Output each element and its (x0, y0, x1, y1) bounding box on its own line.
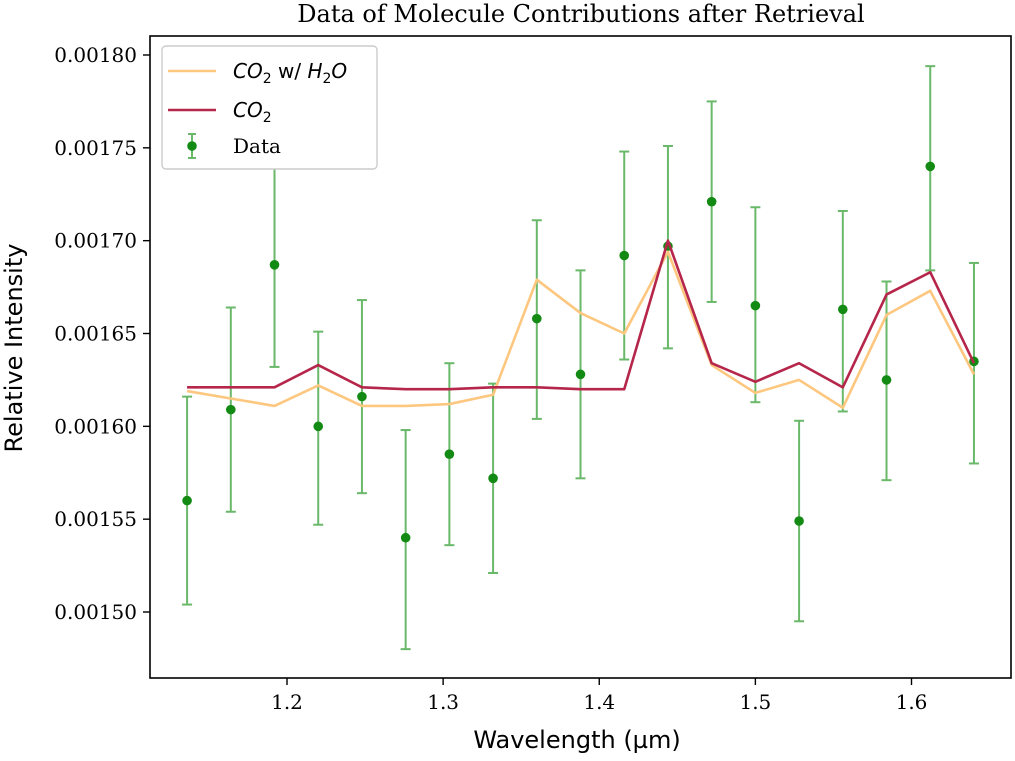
data-point (575, 269, 586, 480)
data-point (400, 429, 411, 651)
plot-frame (149, 35, 1012, 679)
x-tick-label: 1.6 (896, 690, 928, 714)
y-tick-label: 0.00165 (54, 322, 137, 346)
y-tick-label: 0.00160 (54, 414, 137, 438)
data-marker (925, 161, 936, 172)
data-point (356, 299, 367, 495)
data-marker (838, 304, 848, 315)
legend-label-co2-sub: 2 (263, 110, 272, 126)
x-tick-label: 1.2 (271, 690, 303, 714)
data-point (531, 219, 542, 420)
data-marker (750, 300, 761, 311)
data-marker (706, 196, 717, 207)
y-tick-label: 0.00150 (54, 600, 137, 624)
data-point (444, 362, 455, 547)
data-point (706, 100, 717, 303)
legend-box (161, 45, 378, 170)
y-tick-label: 0.00175 (54, 136, 137, 160)
x-tick-label: 1.3 (427, 690, 459, 714)
series-line-co2-h2o (186, 250, 976, 410)
chart-title: Data of Molecule Contributions after Ret… (297, 0, 864, 28)
data-marker (575, 369, 586, 380)
x-tick-label: 1.4 (583, 690, 615, 714)
data-point (619, 150, 630, 361)
y-tick-label: 0.00170 (54, 229, 137, 253)
data-marker (313, 421, 324, 432)
legend-label-co2-h2o-main: CO (233, 59, 263, 83)
y-tick-label: 0.00180 (54, 43, 137, 67)
legend-swatch-data-marker (187, 141, 197, 151)
data-point (750, 206, 761, 404)
y-tick-label: 0.00155 (54, 507, 137, 531)
data-marker (357, 391, 367, 402)
legend-label-data: Data (233, 134, 281, 158)
data-point (182, 395, 193, 606)
data-point (794, 419, 805, 623)
legend-label-co2-h2o-sub2: 2 (323, 71, 332, 87)
series-layer (182, 65, 979, 651)
data-marker (881, 375, 892, 385)
data-point (925, 65, 936, 272)
legend-label-co2: CO2 (233, 98, 272, 126)
y-axis-label: Relative Intensity (0, 244, 28, 453)
legend-label-co2-h2o: CO2 w/ H2O (233, 59, 347, 87)
data-marker (225, 404, 236, 415)
x-tick-label: 1.5 (739, 690, 771, 714)
legend-label-co2-h2o-main3: O (331, 59, 347, 83)
series-data (182, 65, 979, 651)
legend: CO2 w/ H2O CO2 Data (161, 45, 378, 170)
data-marker (532, 313, 542, 324)
data-marker (269, 260, 280, 270)
data-marker (619, 250, 630, 261)
data-marker (182, 495, 192, 506)
data-point (837, 209, 848, 413)
data-marker (400, 532, 411, 543)
data-marker (794, 516, 804, 526)
data-point (225, 306, 236, 513)
y-axis: 0.00150 0.00155 0.00160 0.00165 0.00170 0.001… (54, 43, 150, 624)
legend-label-co2-h2o-mid: w/ (272, 59, 308, 83)
legend-label-co2-main: CO (233, 98, 263, 122)
data-marker (444, 449, 455, 459)
x-axis: 1.2 1.3 1.4 1.5 1.6 (271, 678, 927, 714)
legend-label-co2-h2o-main2: H (307, 59, 322, 83)
legend-label-co2-h2o-sub: 2 (263, 71, 272, 87)
x-axis-label: Wavelength (µm) (473, 726, 680, 754)
series-line-co2 (187, 239, 976, 391)
data-marker (488, 473, 498, 484)
